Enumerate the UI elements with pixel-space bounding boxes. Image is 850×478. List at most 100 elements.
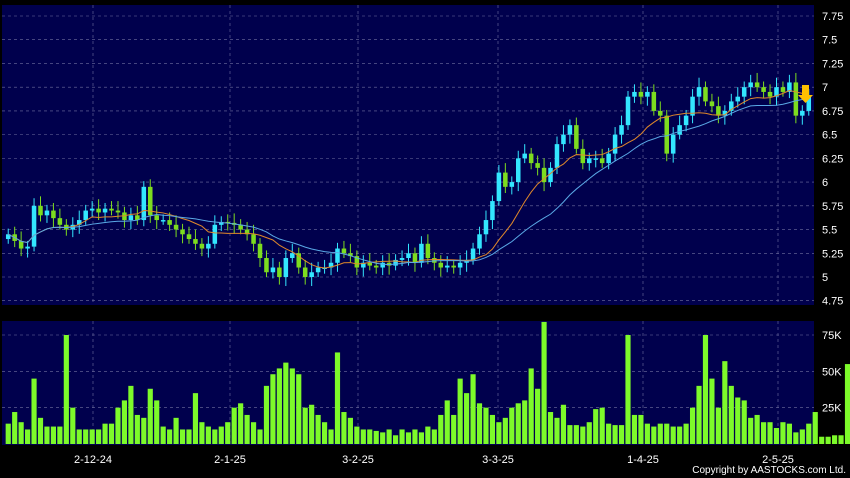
candle-body [625, 96, 631, 126]
volume-bar [412, 429, 418, 444]
candle-body [477, 234, 482, 249]
volume-bar [160, 426, 166, 444]
volume-bar [192, 393, 199, 444]
candle-body [606, 153, 611, 164]
volume-bar [70, 407, 76, 444]
candle-body [470, 248, 476, 260]
price-tick-label: 7 [822, 82, 828, 94]
volume-bar [89, 429, 95, 444]
date-tick-label: 2-12-24 [74, 454, 112, 466]
candle-body [722, 110, 728, 116]
volume-bar [373, 430, 379, 444]
candle-body [283, 258, 289, 277]
volume-bar [18, 422, 24, 444]
volume-axis-labels: 25K 50K 75K [822, 330, 842, 415]
volume-bar [722, 361, 728, 444]
candle-body [367, 262, 373, 266]
candle-body [406, 253, 411, 259]
volume-bar [547, 412, 554, 444]
candle-body [290, 253, 295, 259]
volume-bar [102, 423, 108, 444]
volume-bar [664, 423, 670, 444]
volume-bar [651, 426, 657, 444]
volume-bar [786, 423, 792, 444]
volume-bar [380, 432, 386, 444]
volume-bar [496, 422, 502, 444]
price-tick-label: 7.75 [822, 11, 843, 23]
volume-bar [263, 385, 270, 444]
volume-bar [773, 428, 780, 444]
candle-body [709, 101, 715, 107]
candle-body [587, 158, 592, 164]
volume-bar [399, 429, 405, 444]
candle-body [25, 246, 30, 249]
moving-average-long [7, 97, 809, 266]
volume-bar [96, 429, 102, 444]
volume-bar [50, 426, 57, 444]
volume-bar [735, 397, 741, 444]
date-tick-label: 3-3-25 [482, 454, 514, 466]
volume-bar [541, 321, 547, 444]
volume-bar [631, 414, 638, 444]
price-tick-label: 7.5 [822, 35, 837, 47]
candle-body [419, 243, 424, 263]
volume-bars [5, 321, 850, 444]
volume-bar [199, 422, 205, 444]
volume-bar [741, 400, 747, 444]
volume-bar [728, 385, 734, 444]
volume-bar [37, 417, 44, 444]
volume-bar [657, 423, 663, 444]
volume-bar [218, 426, 224, 444]
volume-bar [57, 426, 63, 444]
candle-body [154, 215, 159, 221]
candle-body [180, 229, 185, 235]
volume-bar [289, 368, 295, 444]
volume-bar [386, 429, 392, 444]
candle-body [670, 134, 676, 154]
candle-body [296, 253, 302, 268]
volume-bar [457, 378, 463, 444]
candle-body [393, 259, 398, 266]
price-tick-label: 4.75 [822, 296, 843, 308]
candle-body [380, 262, 385, 268]
volume-bar [141, 417, 147, 444]
volume-bar [760, 422, 767, 444]
volume-bar [405, 432, 412, 444]
candle-body [703, 87, 708, 102]
candle-body [490, 201, 495, 221]
volume-bar [470, 374, 476, 444]
volume-bar [689, 407, 696, 444]
candle-body [567, 125, 573, 135]
candle-body [206, 243, 211, 249]
volume-bar [509, 407, 515, 444]
volume-bar [347, 417, 353, 444]
candle-body [361, 262, 366, 268]
candle-body [341, 248, 347, 254]
price-tick-label: 7.25 [822, 58, 843, 70]
candle-body [599, 158, 605, 164]
candle-body [115, 210, 121, 213]
volume-bar [444, 400, 450, 444]
candle-body [541, 167, 547, 183]
volume-bar [225, 422, 231, 444]
volume-bar [257, 429, 263, 444]
volume-bar [670, 426, 676, 444]
candle-body [257, 243, 263, 259]
candle-body [457, 262, 463, 268]
price-tick-label: 6.5 [822, 130, 837, 142]
volume-bar [31, 378, 37, 444]
candle-body [348, 253, 353, 257]
volume-bar [696, 385, 702, 444]
candle-body [167, 220, 172, 225]
candle-body [44, 210, 50, 216]
candle-body [193, 239, 198, 244]
volume-bar [128, 385, 134, 444]
volume-bar [677, 426, 683, 444]
volume-bar [321, 422, 328, 444]
volume-bar [76, 429, 82, 444]
candle-body [535, 163, 540, 168]
volume-bar [212, 429, 218, 444]
volume-bar [483, 407, 489, 444]
candle-body [186, 234, 192, 240]
volume-bar [748, 417, 754, 444]
